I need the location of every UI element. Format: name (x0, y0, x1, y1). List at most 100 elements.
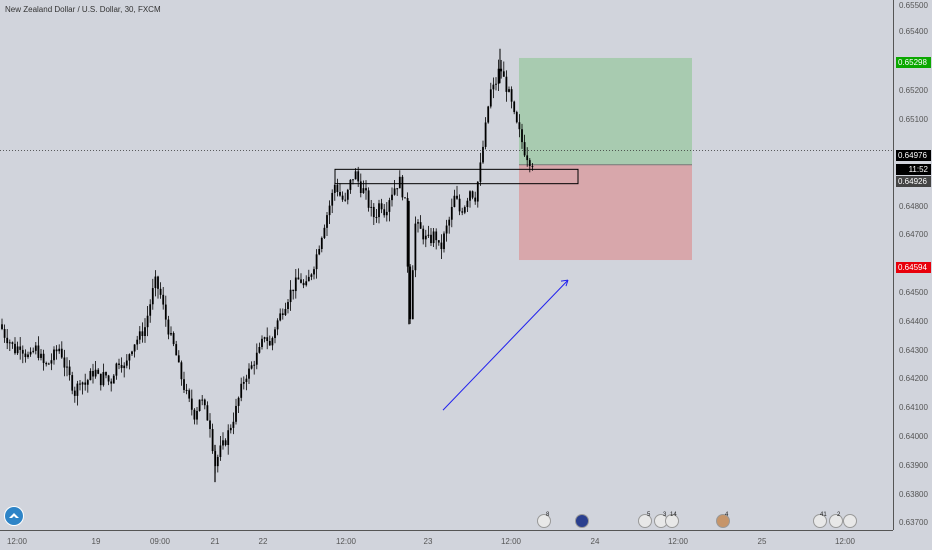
time-axis[interactable]: 12:00 19 09:00 21 22 12:00 23 12:00 24 1… (0, 530, 893, 550)
event-count: 3 (663, 512, 667, 518)
chart-title: New Zealand Dollar / U.S. Dollar, 30, FX… (5, 5, 161, 14)
economic-event-au-flag-icon[interactable] (575, 514, 589, 528)
candle-body (144, 327, 146, 337)
candle-body (328, 205, 331, 216)
candle-body (240, 383, 243, 398)
candle-body (211, 429, 214, 452)
price-tick: 0.64200 (899, 374, 928, 383)
candle-body (500, 68, 503, 72)
candle-body (279, 313, 282, 321)
event-count: 41 (820, 512, 827, 518)
candle-body (188, 390, 191, 399)
price-tick: 0.64500 (899, 288, 928, 297)
candle-body (196, 410, 198, 420)
economic-event-us-flag-icon[interactable] (665, 514, 679, 528)
candle-body (227, 430, 230, 446)
candle-body (489, 89, 492, 107)
candle-body (411, 270, 414, 320)
time-tick: 23 (423, 537, 433, 546)
candle-body (497, 68, 500, 84)
candle-body (515, 112, 518, 123)
candle-body (58, 348, 61, 352)
candle-body (484, 122, 487, 147)
time-tick: 09:00 (149, 537, 171, 546)
price-tick: 0.64700 (899, 230, 928, 239)
candle-body (131, 351, 133, 355)
candle-body (1, 324, 3, 330)
candle-body (495, 83, 497, 85)
candle-body (492, 84, 495, 90)
candle-body (268, 340, 271, 346)
candle-body (248, 368, 250, 379)
candle-body (302, 282, 305, 286)
tradingview-logo-icon[interactable] (4, 506, 24, 526)
candle-body (73, 390, 76, 396)
economic-event-us-flag-icon[interactable] (638, 514, 652, 528)
candle-body (401, 176, 404, 198)
candle-body (63, 357, 66, 368)
candle-body (136, 339, 139, 345)
candle-body (99, 373, 102, 386)
candle-body (159, 288, 162, 295)
price-tick: 0.64400 (899, 317, 928, 326)
candle-body (505, 76, 508, 92)
price-tick: 0.63700 (899, 518, 928, 527)
candle-body (162, 294, 165, 305)
time-tick: 19 (91, 537, 101, 546)
candle-body (448, 219, 451, 226)
candle-body (177, 355, 180, 363)
chart-canvas[interactable] (0, 0, 893, 530)
candle-body (115, 363, 118, 376)
candle-body (89, 370, 92, 381)
candle-body (76, 383, 79, 396)
economic-event-nz-flag-icon[interactable] (716, 514, 730, 528)
candle-body (417, 222, 419, 224)
price-tick: 0.65500 (899, 1, 928, 10)
price-tick: 0.64800 (899, 202, 928, 211)
candle-body (146, 315, 149, 328)
candle-body (14, 343, 16, 354)
candle-body (120, 364, 123, 369)
candle-body (79, 383, 81, 385)
candle-body (469, 191, 471, 201)
candle-body (138, 331, 141, 340)
candle-body (331, 192, 334, 206)
price-axis[interactable]: 0.65500 0.65400 0.65200 0.65100 0.64800 … (893, 0, 932, 530)
candle-body (370, 206, 373, 208)
candle-body (352, 179, 354, 181)
candle-body (388, 200, 391, 212)
candle-body (16, 346, 19, 354)
candle-body (393, 188, 396, 195)
economic-event-us-flag-icon[interactable] (813, 514, 827, 528)
chart-plot-area[interactable]: New Zealand Dollar / U.S. Dollar, 30, FX… (0, 0, 893, 530)
price-tick: 0.65400 (899, 27, 928, 36)
stop-loss-zone (519, 164, 692, 261)
candle-body (112, 375, 115, 384)
economic-event-us-flag-icon[interactable] (829, 514, 843, 528)
candle-body (34, 345, 37, 351)
candle-body (326, 215, 328, 228)
economic-event-us-flag-icon[interactable] (537, 514, 551, 528)
candle-body (482, 146, 484, 163)
candle-body (310, 274, 313, 277)
candle-body (466, 200, 469, 208)
price-tick: 0.65100 (899, 115, 928, 124)
candle-body (510, 89, 513, 102)
trend-arrow (442, 279, 569, 411)
candle-body (414, 223, 417, 271)
candle-body (242, 381, 245, 384)
candle-body (437, 240, 440, 243)
candle-body (305, 281, 308, 286)
candle-body (292, 289, 295, 292)
candle-body (86, 380, 89, 385)
candle-body (55, 349, 58, 352)
candle-body (458, 198, 461, 212)
candle-body (424, 235, 427, 240)
economic-event-us-flag-icon[interactable] (843, 514, 857, 528)
event-count: 4 (725, 512, 729, 518)
candle-body (463, 207, 466, 213)
candle-body (375, 217, 378, 219)
price-tick: 0.64300 (899, 346, 928, 355)
candle-body (276, 320, 279, 330)
candle-body (378, 203, 380, 218)
